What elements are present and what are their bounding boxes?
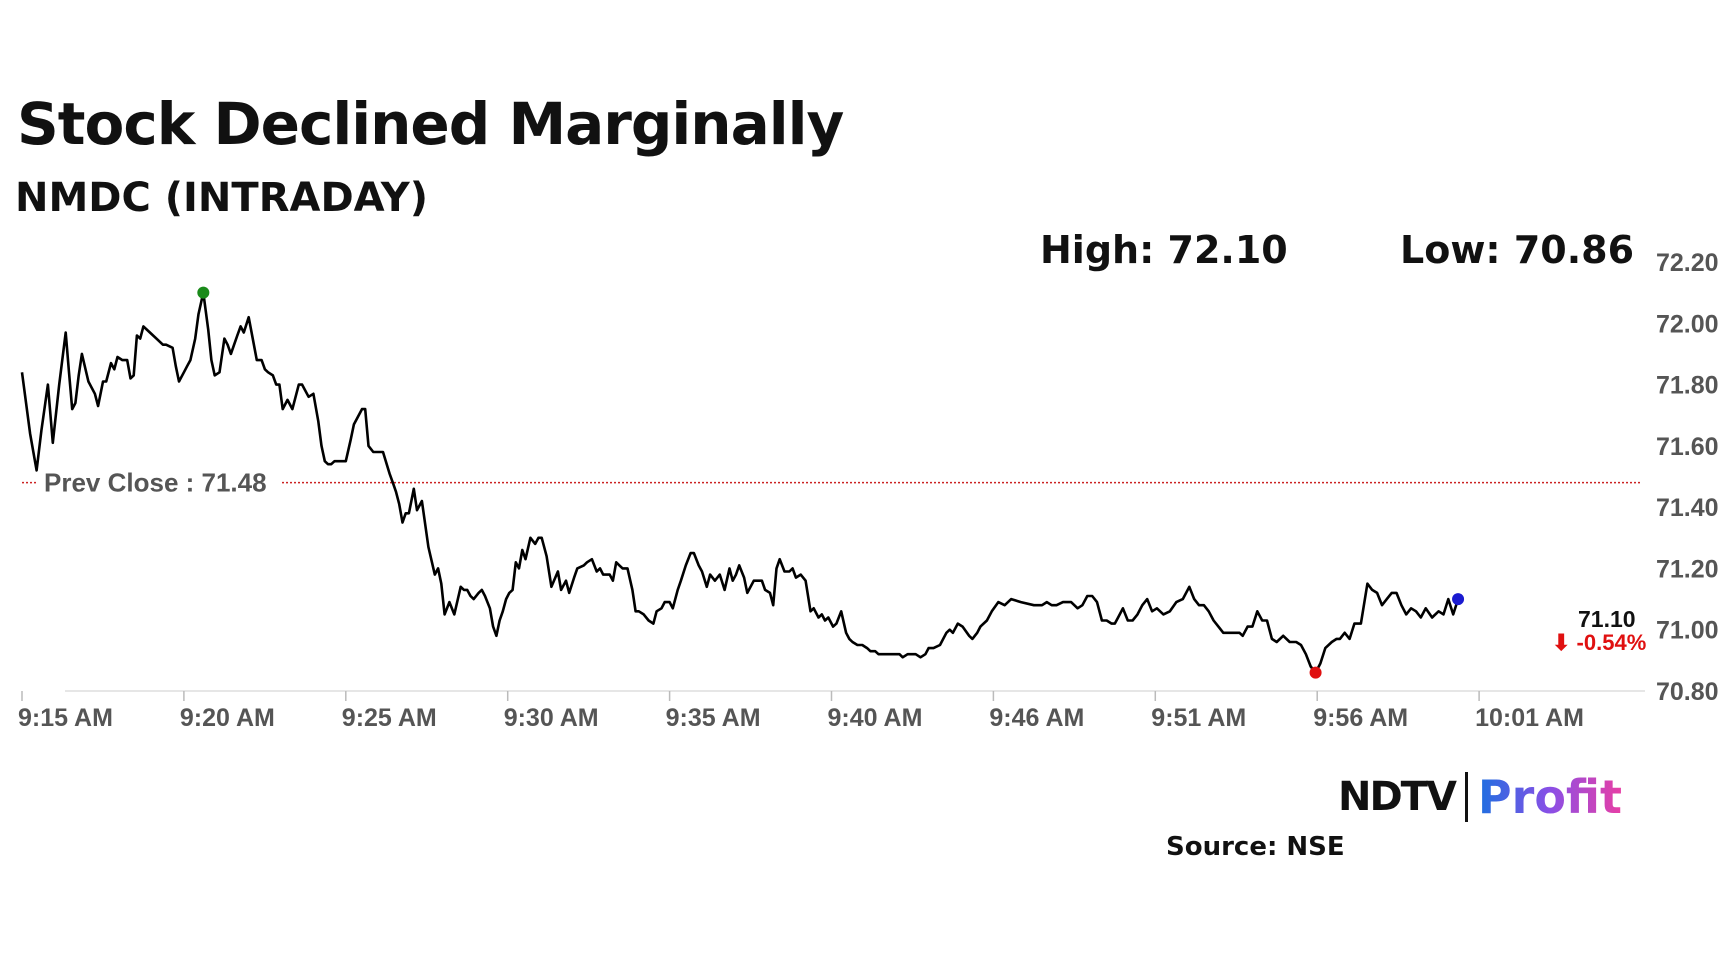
x-tick-label: 9:56 AM (1313, 704, 1408, 732)
price-line (20, 291, 1460, 674)
logo-profit: Profit (1477, 770, 1623, 824)
low-marker (1309, 666, 1322, 679)
y-tick-label: 71.20 (1656, 555, 1719, 583)
x-tick-label: 9:51 AM (1151, 704, 1246, 732)
x-tick-label: 9:35 AM (666, 704, 761, 732)
last-price-label: 71.10 (1578, 606, 1636, 632)
chart-subtitle: NMDC (INTRADAY) (15, 175, 429, 221)
y-tick-label: 71.60 (1656, 433, 1719, 461)
high-marker (197, 286, 210, 299)
x-tick-label: 10:01 AM (1475, 704, 1584, 732)
prev-close-label: Prev Close : 71.48 (44, 468, 267, 498)
last-price-marker (1452, 593, 1465, 606)
change-label: ⬇ -0.54% (1552, 630, 1646, 655)
x-tick-label: 9:20 AM (180, 704, 275, 732)
y-tick-label: 71.80 (1656, 372, 1719, 400)
chart-title: Stock Declined Marginally (17, 90, 844, 158)
high-label: High: 72.10 (1040, 228, 1288, 272)
source-label: Source: NSE (1166, 832, 1345, 862)
y-tick-label: 72.20 (1656, 249, 1719, 277)
y-tick-label: 72.00 (1656, 310, 1719, 338)
x-tick-label: 9:15 AM (18, 704, 113, 732)
logo-divider (1464, 772, 1468, 822)
x-tick-label: 9:30 AM (504, 704, 599, 732)
logo-ndtv: NDTV (1338, 774, 1457, 820)
ndtv-profit-logo: NDTV Profit (1338, 770, 1623, 824)
low-label: Low: 70.86 (1400, 228, 1635, 272)
x-tick-label: 9:46 AM (989, 704, 1084, 732)
y-tick-label: 70.80 (1656, 678, 1719, 706)
y-tick-label: 71.40 (1656, 494, 1719, 522)
y-tick-label: 71.00 (1656, 617, 1719, 645)
x-tick-label: 9:40 AM (828, 704, 923, 732)
x-tick-label: 9:25 AM (342, 704, 437, 732)
prev-close-label-bg (36, 460, 282, 501)
